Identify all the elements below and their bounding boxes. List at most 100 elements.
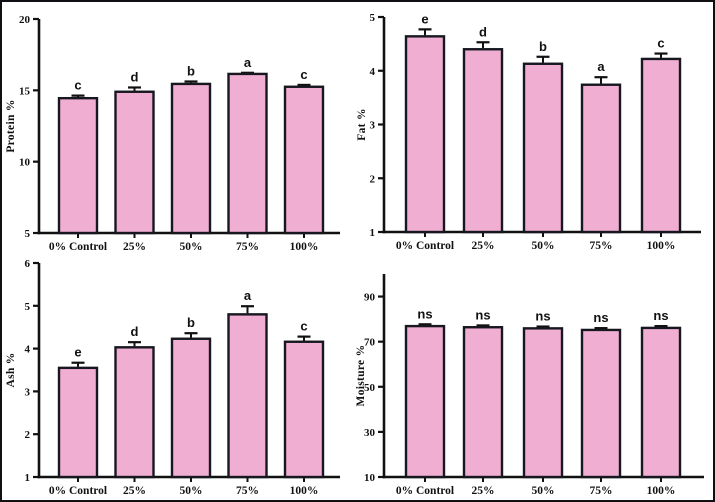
category-label: 25% (472, 485, 495, 497)
y-axis: 1 2 3 4 5 Fat % (356, 12, 386, 239)
bar-group-4: c 100% (640, 36, 682, 252)
bar (522, 327, 564, 479)
y-axis-title: Ash % (5, 352, 17, 387)
bar-group-3: a 75% (227, 55, 268, 253)
category-label: 0% Control (49, 485, 107, 497)
category-label: 100% (290, 485, 319, 497)
category-label: 0% Control (396, 485, 454, 497)
category-label: 0% Control (396, 240, 454, 252)
bar-group-2: b 50% (170, 63, 212, 253)
category-label: 100% (647, 485, 676, 497)
y-axis-title: Fat % (356, 108, 368, 140)
significance-letter: c (300, 67, 307, 82)
bar-group-4: ns 100% (640, 308, 682, 497)
significance-letter: a (597, 59, 605, 74)
ash-chart: 1 2 3 4 5 6 Ash % e 0% Control d 25% b 50% a 75% c 100% (5, 258, 340, 497)
category-label: 25% (123, 485, 146, 497)
y-tick-label: 10 (19, 157, 31, 169)
y-tick-label: 3 (25, 386, 31, 398)
y-tick-label: 5 (25, 301, 31, 313)
significance-letter: ns (535, 309, 550, 324)
moisture-chart: 10 30 50 70 90 Moisture % ns 0% Control ns 25% ns 5… (355, 274, 704, 497)
significance-letter: a (244, 55, 252, 70)
y-tick-label: 4 (25, 344, 31, 356)
bar-group-3: a 75% (580, 59, 622, 252)
category-label: 50% (532, 240, 555, 252)
significance-letter: a (244, 288, 252, 303)
bar-group-2: b 50% (522, 39, 564, 252)
bar (227, 313, 268, 479)
bar-group-3: ns 75% (580, 310, 622, 497)
category-label: 100% (290, 241, 319, 253)
category-label: 75% (236, 241, 259, 253)
significance-letter: d (131, 324, 139, 339)
significance-letter: c (74, 78, 81, 93)
category-label: 25% (123, 241, 146, 253)
y-tick-label: 1 (370, 227, 376, 239)
y-axis: 10 30 50 70 90 Moisture % (355, 274, 386, 484)
bar-group-2: b 50% (170, 315, 212, 497)
bar-group-1: d 25% (462, 24, 504, 252)
bar (462, 326, 504, 479)
significance-letter: ns (653, 308, 668, 323)
significance-letter: ns (417, 306, 432, 321)
bar-group-1: d 25% (114, 324, 155, 497)
significance-letter: b (187, 63, 195, 78)
y-tick-label: 3 (370, 120, 376, 132)
bar (283, 85, 325, 235)
bar-group-2: ns 50% (522, 309, 564, 497)
category-label: 50% (532, 485, 555, 497)
significance-letter: c (657, 36, 664, 51)
bar (227, 72, 268, 235)
bar (580, 83, 622, 234)
category-label: 75% (590, 485, 613, 497)
y-tick-label: 5 (370, 12, 376, 24)
category-label: 0% Control (49, 241, 107, 253)
y-axis-title: Protein % (5, 99, 17, 152)
category-label: 50% (180, 485, 203, 497)
bar (57, 96, 99, 235)
bar-group-1: d 25% (114, 69, 155, 253)
bar-group-0: e 0% Control (396, 11, 454, 252)
y-tick-label: 10 (364, 472, 376, 484)
bar (170, 337, 212, 479)
bar (170, 82, 212, 235)
y-tick-label: 15 (19, 85, 31, 97)
y-tick-label: 50 (364, 382, 376, 394)
significance-letter: d (479, 24, 487, 39)
bar (404, 35, 446, 234)
significance-letter: ns (475, 307, 490, 322)
y-tick-label: 30 (364, 427, 376, 439)
y-tick-label: 4 (370, 66, 376, 78)
bar (640, 326, 682, 479)
significance-letter: c (300, 319, 307, 334)
bar-group-0: c 0% Control (49, 78, 107, 253)
fat-chart: 1 2 3 4 5 Fat % e 0% Control d 25% b 50% a 75% c 100% (356, 11, 701, 252)
y-tick-label: 2 (370, 173, 376, 185)
bar (522, 62, 564, 234)
significance-letter: b (187, 315, 195, 330)
y-tick-label: 20 (19, 14, 31, 26)
y-tick-label: 1 (25, 472, 31, 484)
bar-group-0: e 0% Control (49, 345, 107, 497)
y-tick-label: 5 (25, 228, 31, 240)
bar-group-4: c 100% (283, 319, 325, 497)
bar (57, 366, 99, 479)
bar-group-4: c 100% (283, 67, 325, 253)
y-tick-label: 70 (364, 337, 376, 349)
bar (404, 324, 446, 479)
bar-group-0: ns 0% Control (396, 306, 454, 497)
category-label: 75% (590, 240, 613, 252)
bar-group-3: a 75% (227, 288, 268, 497)
bar (580, 328, 622, 479)
category-label: 75% (236, 485, 259, 497)
significance-letter: b (539, 39, 547, 54)
significance-letter: d (131, 69, 139, 84)
bar (283, 340, 325, 479)
category-label: 25% (472, 240, 495, 252)
significance-letter: ns (593, 310, 608, 325)
bar (114, 346, 155, 479)
y-tick-label: 6 (25, 258, 31, 270)
y-axis: 5 10 15 20 Protein % (5, 14, 41, 240)
significance-letter: e (421, 11, 428, 26)
